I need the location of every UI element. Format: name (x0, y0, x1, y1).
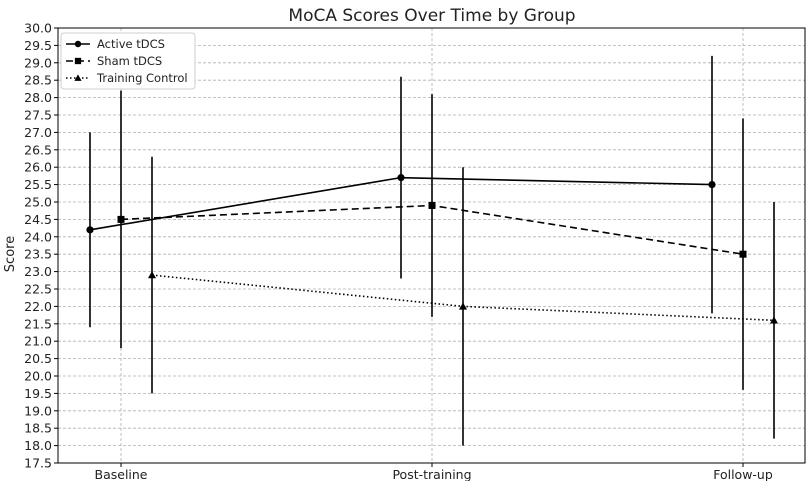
series-training-control (148, 156, 778, 446)
y-tick-label: 30.0 (24, 21, 52, 36)
y-tick-label: 22.5 (24, 282, 52, 297)
y-tick-label: 28.5 (24, 73, 52, 88)
y-tick-label: 20.0 (24, 369, 52, 384)
y-tick-label: 18.0 (24, 438, 52, 453)
x-tick-label: Baseline (95, 467, 148, 481)
y-ticks: 17.5 18.0 18.5 19.0 19.5 20.0 20.5 21.0 21.5 22.0… (24, 21, 58, 471)
y-tick-label: 28.0 (24, 90, 52, 105)
x-tick-label: Post-training (392, 467, 471, 481)
legend-box (60, 32, 196, 90)
marker-circle (86, 226, 94, 234)
y-tick-label: 21.5 (24, 316, 52, 331)
y-tick-label: 27.0 (24, 125, 52, 140)
y-tick-label: 24.0 (24, 229, 52, 244)
marker-square (739, 250, 747, 258)
x-ticks: Baseline Post-training Follow-up (95, 463, 773, 481)
marker-triangle (148, 271, 156, 279)
marker-circle (708, 181, 716, 189)
legend-label: Active tDCS (97, 37, 165, 51)
y-tick-label: 22.0 (24, 299, 52, 314)
y-tick-label: 29.5 (24, 38, 52, 53)
y-tick-label: 20.5 (24, 351, 52, 366)
y-tick-label: 19.0 (24, 403, 52, 418)
y-tick-label: 23.5 (24, 247, 52, 262)
series-sham-tdcs (117, 90, 747, 390)
series-active-tdcs (86, 55, 716, 328)
marker-square (428, 201, 436, 209)
y-tick-label: 27.5 (24, 108, 52, 123)
marker-triangle (74, 74, 82, 81)
y-tick-label: 17.5 (24, 456, 52, 471)
y-axis-label: Score (3, 236, 18, 272)
y-tick-label: 18.5 (24, 421, 52, 436)
plot-area (86, 55, 778, 446)
marker-triangle (770, 316, 778, 324)
y-tick-label: 26.5 (24, 142, 52, 157)
y-tick-label: 29.0 (24, 55, 52, 70)
chart-title: MoCA Scores Over Time by Group (288, 6, 575, 26)
marker-circle (74, 40, 82, 48)
y-tick-label: 25.0 (24, 195, 52, 210)
marker-circle (397, 174, 405, 182)
y-tick-label: 19.5 (24, 386, 52, 401)
y-tick-label: 21.0 (24, 334, 52, 349)
y-tick-label: 26.0 (24, 160, 52, 175)
y-tick-label: 23.0 (24, 264, 52, 279)
legend-label: Sham tDCS (97, 54, 162, 68)
legend-label: Training Control (96, 71, 188, 85)
legend: Active tDCS Sham tDCS Training Control (60, 32, 196, 90)
plot-frame (57, 27, 806, 464)
x-tick-label: Follow-up (713, 467, 773, 481)
marker-square (74, 57, 82, 65)
y-tick-label: 24.5 (24, 212, 52, 227)
marker-square (117, 215, 125, 223)
y-tick-label: 25.5 (24, 177, 52, 192)
marker-triangle (459, 302, 467, 310)
